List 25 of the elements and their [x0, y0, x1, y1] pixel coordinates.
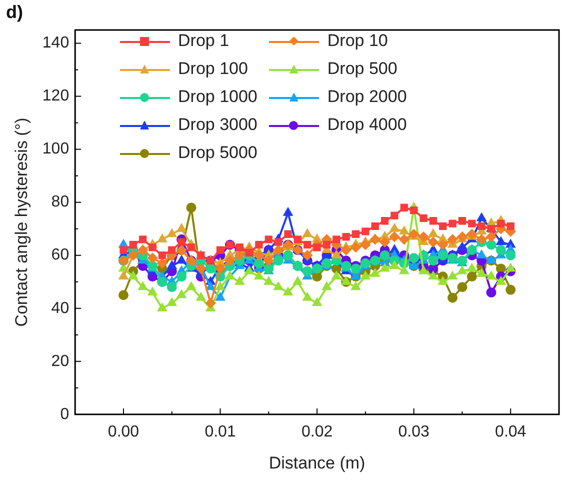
- y-tick-label: 120: [42, 88, 70, 105]
- x-tick-label: 0.02: [301, 423, 333, 440]
- x-tick-label: 0.04: [495, 423, 526, 440]
- y-axis-title: Contact angle hysteresis (°): [12, 118, 31, 327]
- y-tick-label: 60: [51, 246, 70, 264]
- y-tick-label: 0: [60, 406, 70, 423]
- legend-label: Drop 1: [178, 31, 230, 50]
- y-tick-label: 40: [51, 300, 70, 317]
- legend-label: Drop 500: [327, 59, 398, 78]
- legend-label: Drop 100: [178, 59, 248, 78]
- legend-label: Drop 1000: [178, 87, 258, 106]
- legend-label: Drop 5000: [178, 143, 258, 162]
- x-tick-label: 0.03: [398, 423, 430, 440]
- legend-label: Drop 2000: [327, 87, 407, 106]
- x-tick-label: 0.01: [204, 423, 236, 440]
- legend-label: Drop 4000: [327, 115, 407, 134]
- y-tick-label: 20: [51, 352, 70, 370]
- y-tick-label: 80: [51, 194, 70, 211]
- y-tick-label: 100: [42, 140, 70, 158]
- y-tick-label: 140: [42, 34, 70, 52]
- x-axis-title: Distance (m): [268, 453, 366, 472]
- legend-label: Drop 3000: [178, 115, 258, 134]
- legend-label: Drop 10: [327, 31, 388, 50]
- text: d): [6, 2, 23, 23]
- x-tick-label: 0.00: [108, 423, 140, 440]
